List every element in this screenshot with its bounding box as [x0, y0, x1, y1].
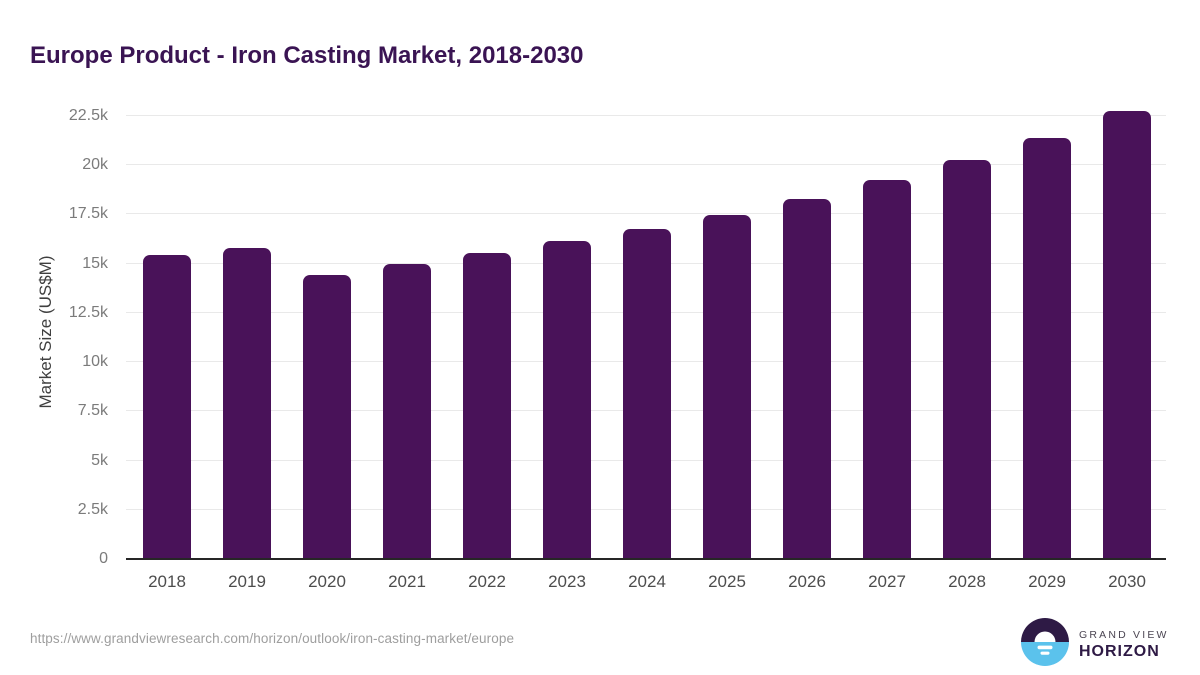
bar-2022	[463, 252, 511, 559]
x-axis-line	[126, 558, 1166, 560]
bar-column-2028: 2028	[943, 96, 991, 591]
y-tick-label: 10k	[82, 353, 108, 371]
x-tick-label: 2024	[628, 572, 666, 591]
x-tick-label: 2021	[388, 572, 426, 591]
y-tick-label: 17.5k	[68, 205, 108, 223]
y-tick-label: 12.5k	[68, 303, 108, 321]
source-url: https://www.grandviewresearch.com/horizo…	[30, 631, 515, 646]
grand-view-horizon-logo: GRAND VIEW HORIZON	[1021, 618, 1169, 671]
gridline	[126, 115, 1166, 116]
x-tick-label: 2027	[868, 572, 906, 591]
x-tick-label: 2022	[468, 572, 506, 591]
chart-title: Europe Product - Iron Casting Market, 20…	[30, 42, 584, 70]
y-tick-label: 5k	[91, 451, 108, 469]
gridline	[126, 213, 1166, 215]
y-tick-label: 7.5k	[77, 402, 108, 420]
x-tick-label: 2020	[308, 572, 346, 591]
bar-2030	[1103, 111, 1151, 559]
bar-column-2029: 2029	[1023, 96, 1071, 591]
x-tick-label: 2026	[788, 572, 826, 591]
plot-area: 2018 2019 2020 2021 2022 2023 2024 2025 2026 2027…	[126, 96, 1166, 591]
horizon-sunrise-icon	[1021, 618, 1069, 671]
bar-2018	[143, 254, 191, 559]
bar-column-2018: 2018	[143, 96, 191, 591]
bar-column-2026: 2026	[783, 96, 831, 591]
x-tick-label: 2019	[228, 572, 266, 591]
y-tick-label: 15k	[82, 254, 108, 272]
x-tick-label: 2029	[1028, 572, 1066, 591]
bar-2028	[943, 160, 991, 559]
bar-2019	[223, 247, 271, 559]
x-tick-label: 2025	[708, 572, 746, 591]
bar-column-2027: 2027	[863, 96, 911, 591]
x-tick-label: 2018	[148, 572, 186, 591]
bar-column-2021: 2021	[383, 96, 431, 591]
y-tick-label: 22.5k	[68, 107, 108, 124]
bar-2020	[303, 274, 351, 559]
bar-2023	[543, 241, 591, 559]
logo-product-line: HORIZON	[1079, 642, 1160, 660]
bar-2026	[783, 198, 831, 559]
bar-column-2024: 2024	[623, 96, 671, 591]
bar-column-2019: 2019	[223, 96, 271, 591]
y-tick-label: 0	[99, 550, 108, 567]
bar-column-2030: 2030	[1103, 96, 1151, 591]
y-axis-ticks: 0 2.5k 5k 7.5k 10k 12.5k 15k 17.5k 20k 22.5k	[0, 96, 110, 567]
bar-column-2025: 2025	[703, 96, 751, 591]
bar-2025	[703, 215, 751, 559]
bar-column-2023: 2023	[543, 96, 591, 591]
gridline	[126, 164, 1166, 166]
y-tick-label: 20k	[82, 156, 108, 174]
bar-2024	[623, 229, 671, 559]
logo-brand-line: GRAND VIEW	[1079, 628, 1169, 641]
x-tick-label: 2030	[1108, 572, 1146, 591]
x-tick-label: 2028	[948, 572, 986, 591]
logo-text: GRAND VIEW HORIZON	[1079, 629, 1169, 661]
bar-column-2022: 2022	[463, 96, 511, 591]
x-tick-label: 2023	[548, 572, 586, 591]
bar-2021	[383, 263, 431, 559]
bar-2029	[1023, 137, 1071, 559]
y-tick-label: 2.5k	[77, 500, 108, 518]
bar-2027	[863, 180, 911, 559]
bar-column-2020: 2020	[303, 96, 351, 591]
bars-row: 2018 2019 2020 2021 2022 2023 2024 2025 2026 2027…	[126, 96, 1166, 591]
